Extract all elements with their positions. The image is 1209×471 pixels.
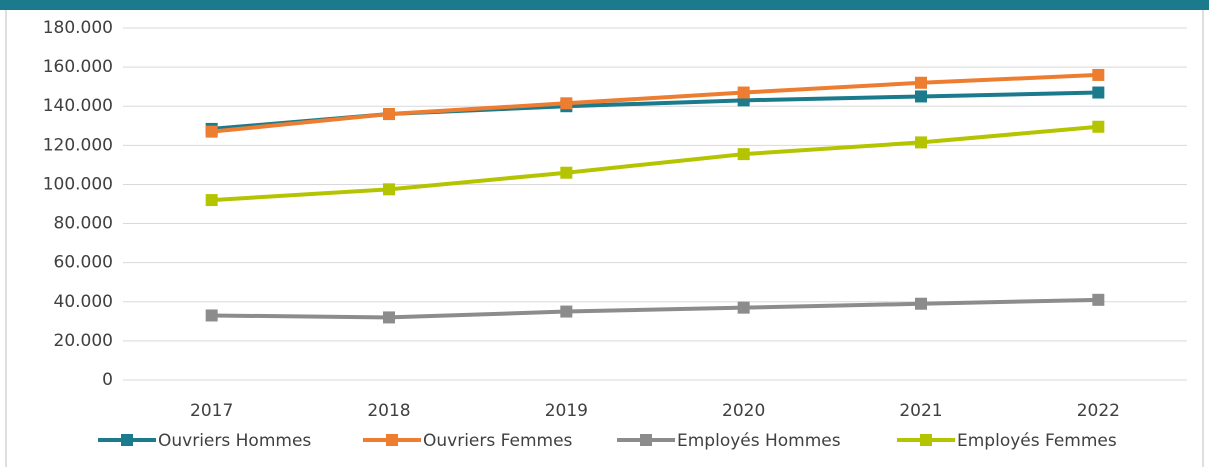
legend-marker	[121, 434, 133, 446]
series-line	[211, 72, 1099, 134]
point-marker	[205, 309, 218, 322]
point-marker	[560, 166, 573, 179]
point-marker	[915, 297, 927, 310]
y-tick-label: 100.000	[43, 174, 113, 194]
y-tick-label: 160.000	[43, 57, 113, 77]
y-tick-label: 40.000	[54, 292, 113, 312]
legend-label: Employés Hommes	[677, 431, 841, 451]
legend-label: Ouvriers Hommes	[158, 431, 311, 451]
x-tick-label: 2020	[722, 401, 765, 421]
point-marker	[737, 301, 750, 314]
point-marker	[915, 76, 927, 89]
legend-label: Employés Femmes	[957, 431, 1117, 451]
point-marker	[737, 148, 750, 161]
point-marker	[915, 136, 927, 149]
y-tick-label: 0	[102, 370, 113, 390]
x-tick-label: 2022	[1077, 401, 1120, 421]
point-marker	[383, 183, 395, 196]
point-marker	[1092, 293, 1105, 306]
series-line	[211, 297, 1099, 320]
point-marker	[1092, 120, 1105, 133]
point-marker	[205, 125, 218, 138]
point-marker	[737, 86, 750, 99]
y-tick-label: 20.000	[54, 331, 113, 351]
point-marker	[915, 90, 927, 103]
legend-marker	[640, 434, 652, 446]
point-marker	[1092, 68, 1105, 81]
legend-marker	[386, 434, 398, 446]
point-marker	[383, 108, 395, 121]
point-marker	[560, 97, 573, 110]
header-bar	[0, 0, 1209, 10]
point-marker	[560, 305, 573, 318]
series-line	[211, 124, 1099, 203]
y-tick-label: 120.000	[43, 135, 113, 155]
x-tick-label: 2019	[545, 401, 588, 421]
point-marker	[383, 311, 395, 324]
legend-label: Ouvriers Femmes	[423, 431, 573, 451]
x-tick-label: 2018	[367, 401, 410, 421]
x-tick-label: 2021	[899, 401, 942, 421]
x-tick-label: 2017	[190, 401, 233, 421]
point-marker	[1092, 86, 1105, 99]
y-tick-label: 60.000	[54, 253, 113, 273]
y-tick-label: 180.000	[43, 18, 113, 38]
point-marker	[205, 194, 218, 207]
legend-marker	[920, 434, 932, 446]
y-tick-label: 140.000	[43, 96, 113, 116]
y-tick-label: 80.000	[54, 214, 113, 234]
